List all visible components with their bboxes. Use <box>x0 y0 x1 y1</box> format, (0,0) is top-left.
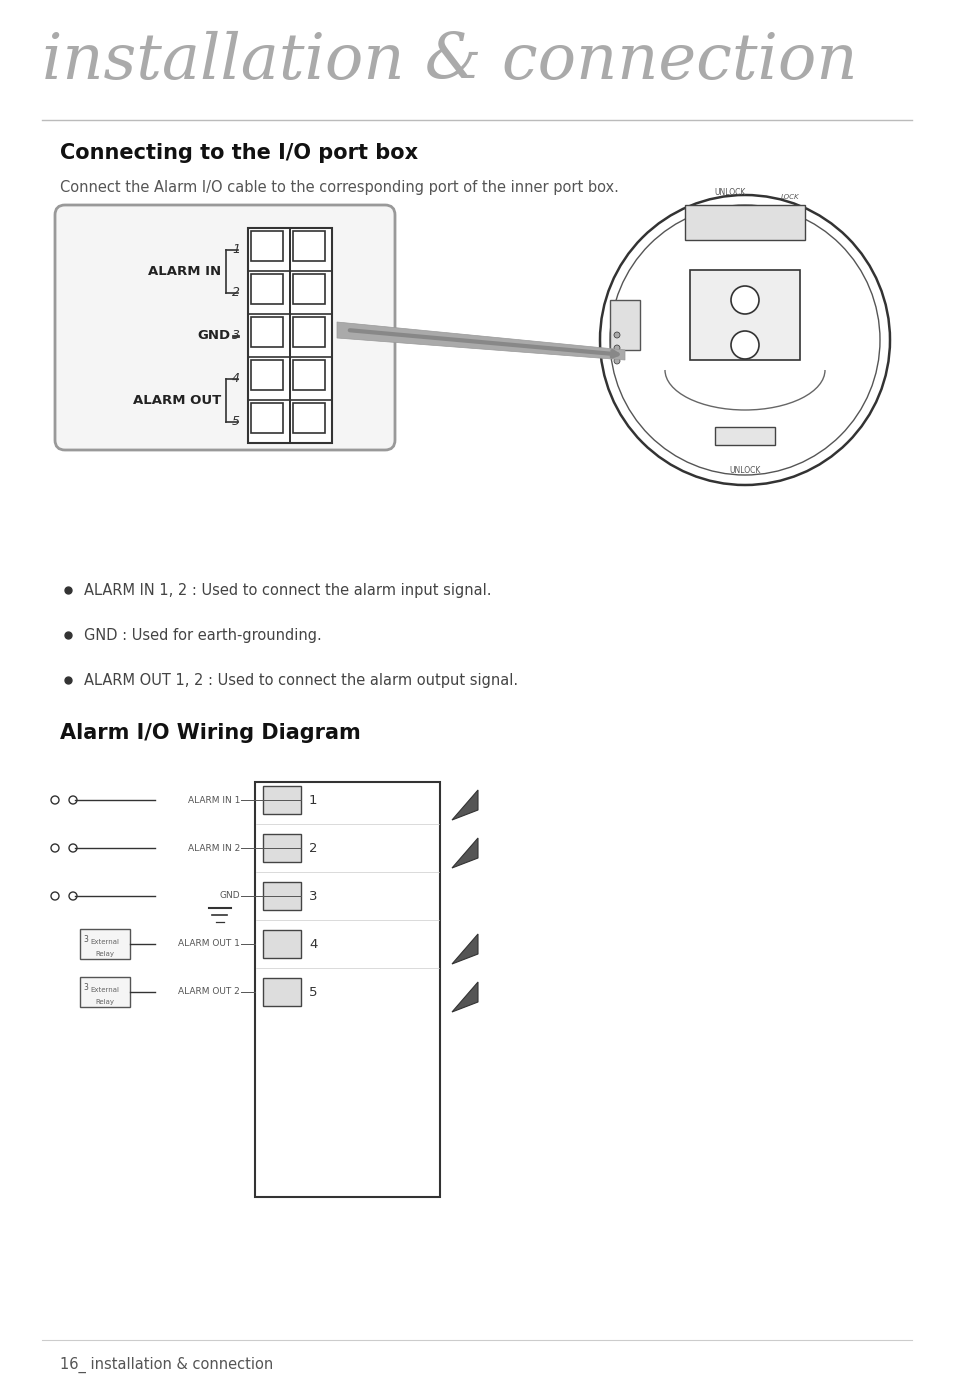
Circle shape <box>51 892 59 899</box>
Text: 5: 5 <box>309 985 317 998</box>
Text: 3: 3 <box>309 890 317 902</box>
Circle shape <box>614 346 619 351</box>
Text: 2: 2 <box>309 841 317 855</box>
Bar <box>248 228 332 443</box>
Bar <box>263 786 301 813</box>
Text: GND: GND <box>197 329 231 341</box>
Text: Connect the Alarm I/O cable to the corresponding port of the inner port box.: Connect the Alarm I/O cable to the corre… <box>60 179 618 194</box>
Circle shape <box>69 844 77 852</box>
Text: 1: 1 <box>309 794 317 806</box>
Text: UNLOCK: UNLOCK <box>728 465 760 475</box>
Bar <box>263 834 301 862</box>
Bar <box>80 929 130 959</box>
Text: LOCK: LOCK <box>780 194 799 200</box>
Bar <box>609 300 639 350</box>
Bar <box>251 230 283 261</box>
Bar <box>684 205 804 240</box>
Bar <box>293 273 325 304</box>
Text: ALARM OUT 2: ALARM OUT 2 <box>178 987 240 997</box>
Polygon shape <box>336 322 624 359</box>
Text: UNLOCK: UNLOCK <box>714 187 745 197</box>
Text: Alarm I/O Wiring Diagram: Alarm I/O Wiring Diagram <box>60 723 360 743</box>
Bar <box>293 403 325 433</box>
Text: 2: 2 <box>232 286 240 298</box>
Circle shape <box>69 795 77 804</box>
FancyBboxPatch shape <box>55 205 395 450</box>
Text: 1: 1 <box>232 243 240 255</box>
Circle shape <box>614 332 619 339</box>
Text: ALARM IN 1, 2 : Used to connect the alarm input signal.: ALARM IN 1, 2 : Used to connect the alar… <box>84 583 491 597</box>
Bar <box>689 271 800 359</box>
Text: ALARM IN: ALARM IN <box>148 265 221 278</box>
Bar <box>293 316 325 347</box>
Bar <box>714 428 774 446</box>
Text: Relay: Relay <box>95 999 114 1005</box>
Circle shape <box>51 844 59 852</box>
Text: ALARM IN 1: ALARM IN 1 <box>188 795 240 805</box>
Polygon shape <box>452 981 477 1012</box>
Polygon shape <box>452 934 477 965</box>
Bar <box>293 359 325 390</box>
Text: Connecting to the I/O port box: Connecting to the I/O port box <box>60 143 417 162</box>
Text: ALARM IN 2: ALARM IN 2 <box>188 844 240 852</box>
Text: 5: 5 <box>232 415 240 428</box>
Text: ALARM OUT 1: ALARM OUT 1 <box>178 940 240 948</box>
Polygon shape <box>452 790 477 820</box>
Text: 16_ installation & connection: 16_ installation & connection <box>60 1357 273 1373</box>
Bar <box>251 316 283 347</box>
Text: GND : Used for earth-grounding.: GND : Used for earth-grounding. <box>84 627 321 643</box>
Bar <box>263 979 301 1006</box>
Circle shape <box>51 795 59 804</box>
Circle shape <box>730 330 759 359</box>
Text: installation & connection: installation & connection <box>42 31 857 92</box>
Bar <box>80 977 130 1008</box>
Bar <box>263 930 301 958</box>
Bar <box>254 781 439 1196</box>
Text: External: External <box>91 940 119 945</box>
Circle shape <box>614 358 619 364</box>
Circle shape <box>599 194 889 484</box>
Bar <box>293 230 325 261</box>
Text: 3: 3 <box>232 329 240 341</box>
Circle shape <box>730 286 759 314</box>
Bar <box>251 403 283 433</box>
Circle shape <box>69 892 77 899</box>
Text: 4: 4 <box>232 372 240 384</box>
Text: External: External <box>91 987 119 992</box>
Bar <box>263 881 301 911</box>
Text: ALARM OUT: ALARM OUT <box>132 394 221 407</box>
Text: Relay: Relay <box>95 951 114 956</box>
Text: 3: 3 <box>84 936 89 944</box>
Circle shape <box>609 205 879 475</box>
Text: ALARM OUT 1, 2 : Used to connect the alarm output signal.: ALARM OUT 1, 2 : Used to connect the ala… <box>84 673 517 687</box>
Polygon shape <box>452 838 477 868</box>
Text: GND: GND <box>219 891 240 901</box>
Text: 3: 3 <box>84 984 89 992</box>
Bar <box>251 359 283 390</box>
Bar <box>251 273 283 304</box>
Text: 4: 4 <box>309 937 317 951</box>
